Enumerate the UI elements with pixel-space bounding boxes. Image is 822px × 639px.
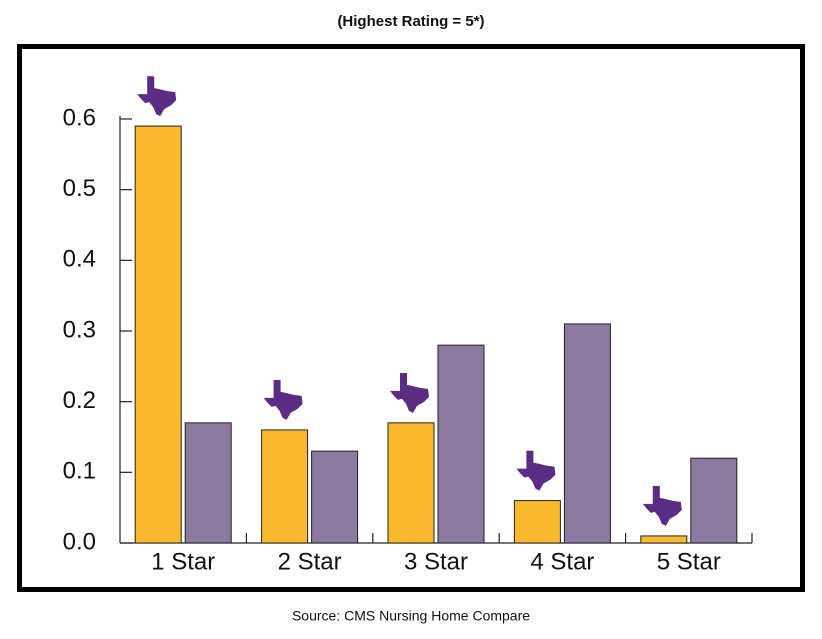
bar (690, 457, 738, 544)
y-tick-label: 0.3 (63, 316, 96, 343)
bar (513, 500, 561, 544)
source-note: Source: CMS Nursing Home Compare (292, 608, 530, 624)
bar (261, 429, 309, 544)
y-tick-label: 0.1 (63, 458, 96, 485)
bar (640, 535, 688, 544)
x-tick-label: 4 Star (530, 548, 594, 575)
x-tick-label: 1 Star (151, 548, 215, 575)
x-tick-label: 2 Star (278, 548, 342, 575)
bar (184, 422, 232, 544)
chart-subtitle: (Highest Rating = 5*) (337, 13, 484, 30)
frame (17, 44, 805, 592)
texas-icon (516, 450, 556, 491)
y-tick-label: 0.6 (63, 104, 96, 131)
y-tick-label: 0.4 (63, 246, 96, 273)
y-tick-label: 0.2 (63, 387, 96, 414)
bar (387, 422, 435, 544)
bar (437, 344, 485, 544)
x-tick-label: 5 Star (657, 548, 721, 575)
texas-icon (263, 379, 303, 420)
y-tick-label: 0.5 (63, 175, 96, 202)
texas-icon (137, 76, 177, 117)
bar (134, 125, 182, 544)
bar (563, 323, 611, 544)
bar (311, 450, 359, 544)
y-tick-label: 0.0 (63, 528, 96, 555)
x-tick-label: 3 Star (404, 548, 468, 575)
texas-icon (390, 372, 429, 413)
texas-icon (642, 485, 682, 526)
